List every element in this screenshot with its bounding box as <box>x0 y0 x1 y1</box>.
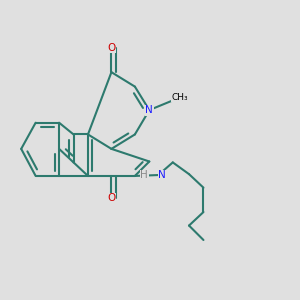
Text: O: O <box>107 43 116 53</box>
Text: N: N <box>158 170 166 180</box>
Text: CH₃: CH₃ <box>172 93 188 102</box>
Text: H: H <box>140 170 148 180</box>
Text: O: O <box>107 194 116 203</box>
Text: N: N <box>146 105 153 115</box>
